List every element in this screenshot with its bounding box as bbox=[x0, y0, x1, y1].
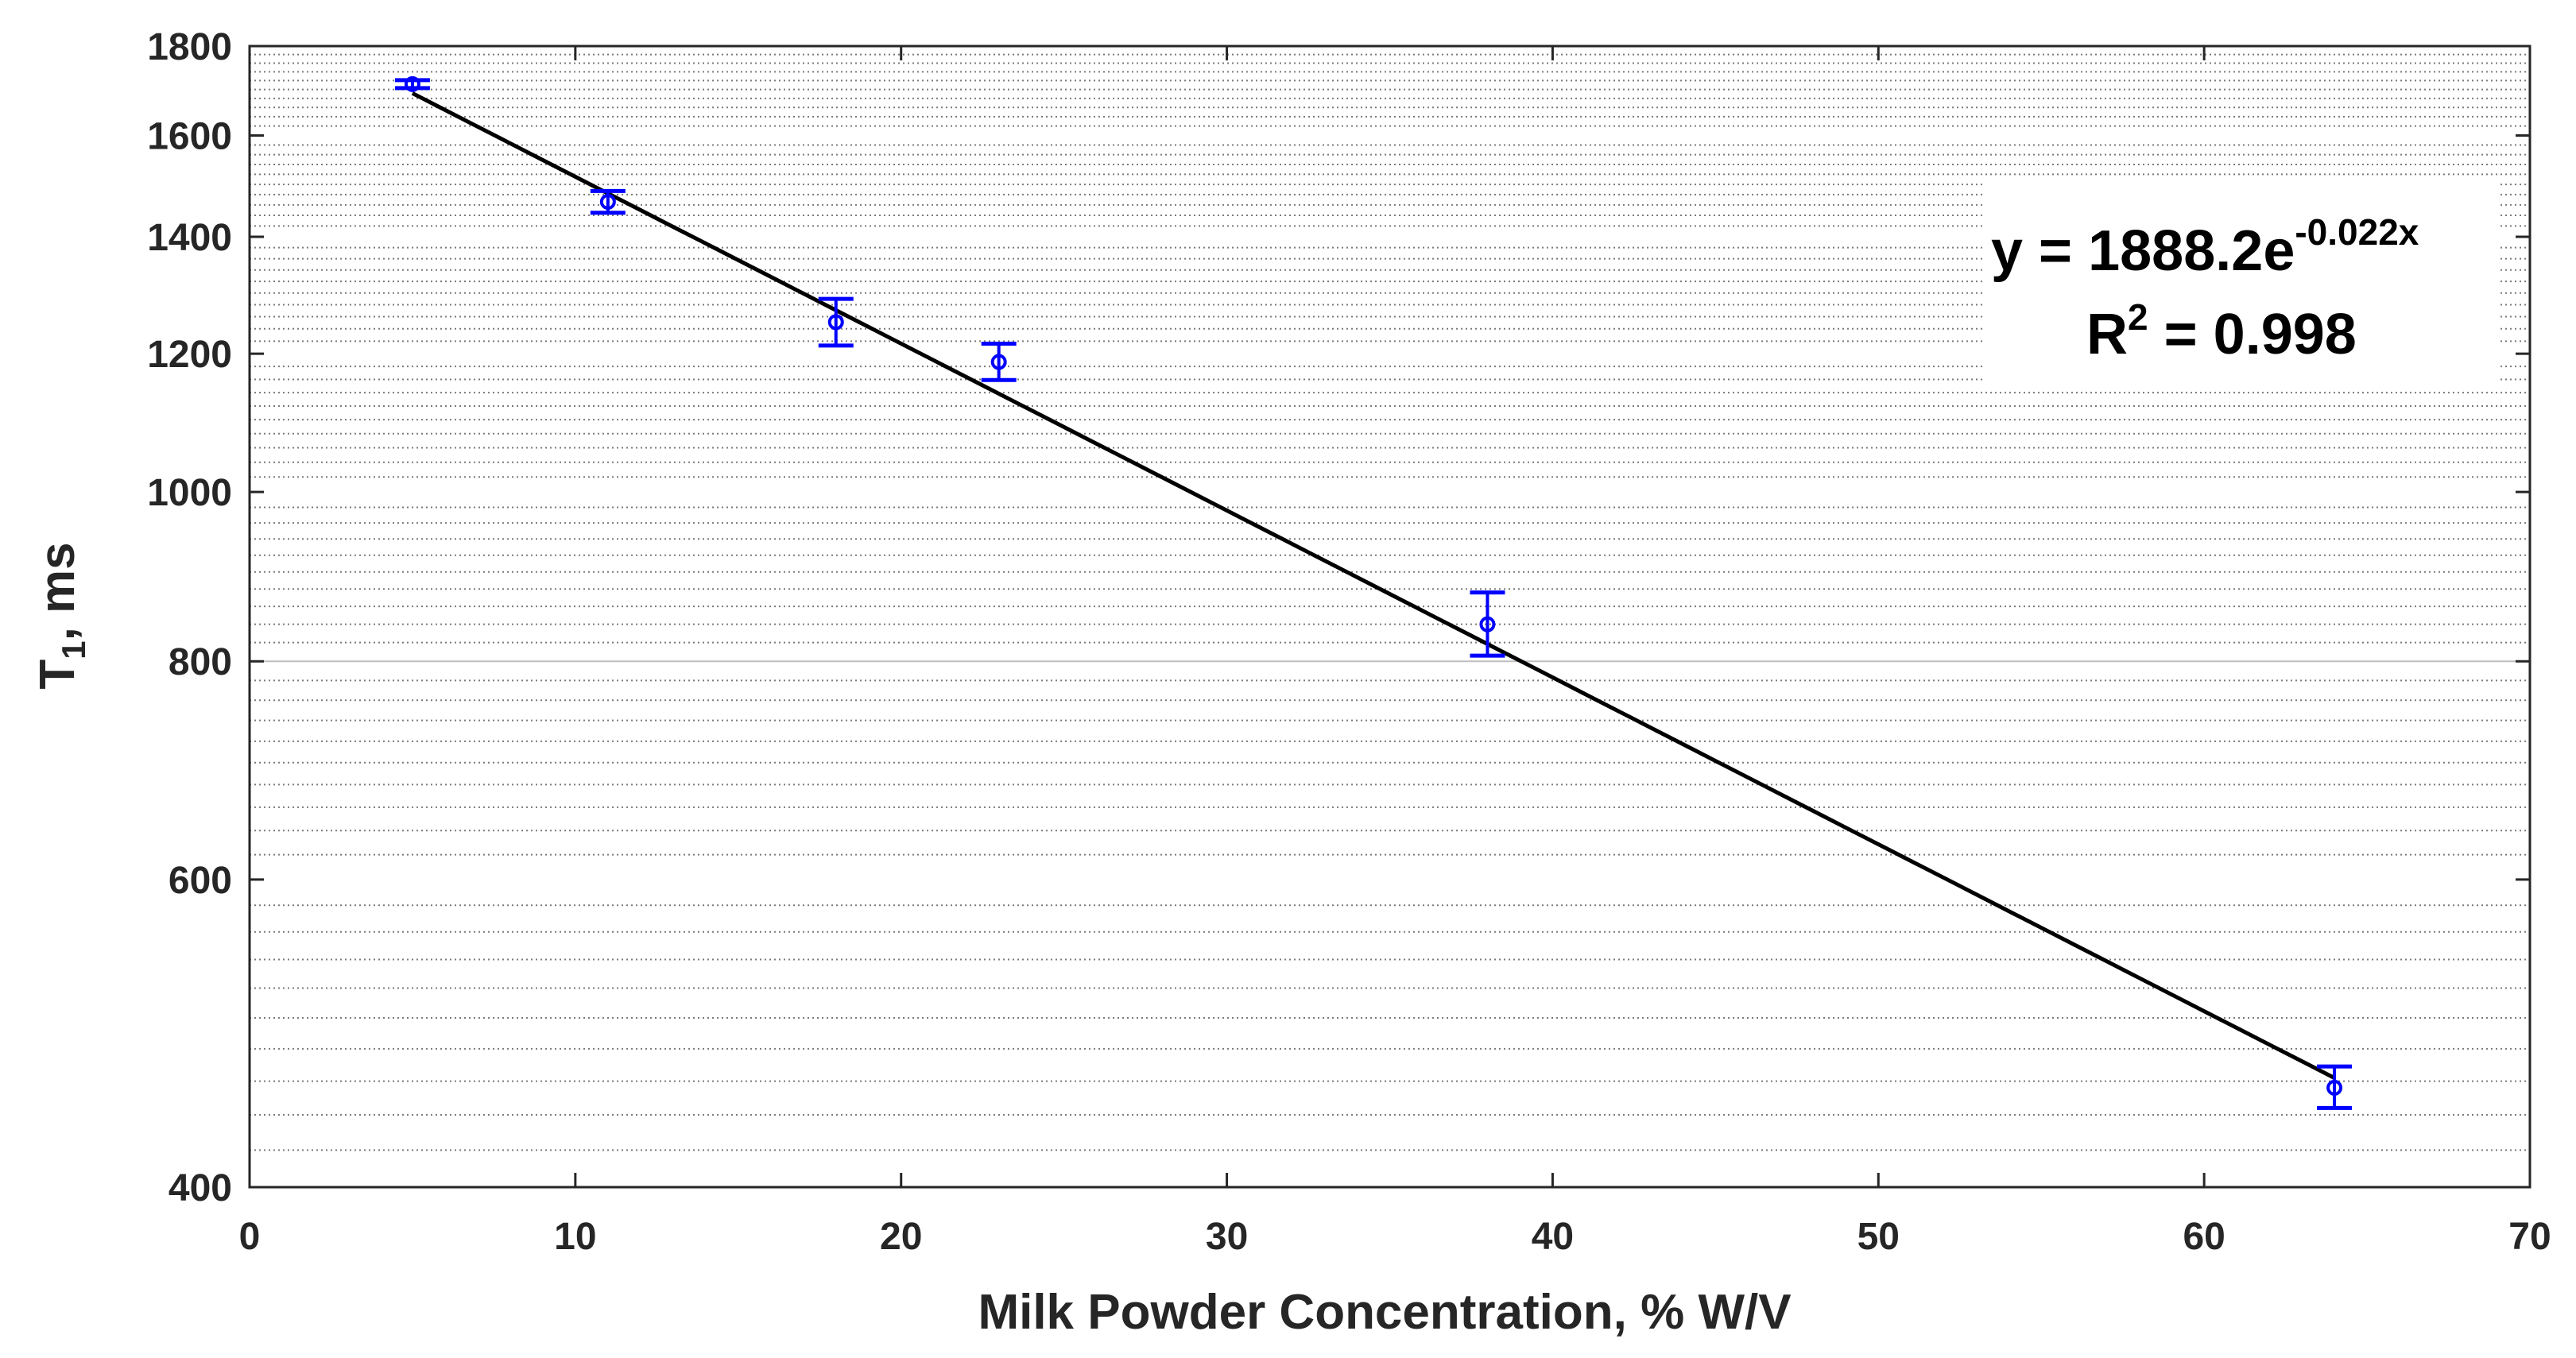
r-squared-value: = 0.998 bbox=[2148, 303, 2357, 366]
x-tick-label: 0 bbox=[239, 1216, 261, 1258]
x-axis-label: Milk Powder Concentration, % W/V bbox=[978, 1285, 1791, 1340]
y-axis-label-main: T bbox=[30, 660, 85, 690]
fit-line bbox=[411, 91, 2336, 1080]
x-tick-label: 30 bbox=[1206, 1216, 1248, 1258]
y-tick-label: 600 bbox=[169, 860, 232, 902]
x-tick-label: 50 bbox=[1857, 1216, 1900, 1258]
point-marker bbox=[599, 193, 616, 210]
x-tick-label: 10 bbox=[554, 1216, 596, 1258]
data-points bbox=[394, 75, 2353, 1110]
data-point bbox=[394, 75, 430, 92]
x-tick-label: 40 bbox=[1532, 1216, 1574, 1258]
data-point bbox=[818, 296, 854, 348]
data-point bbox=[590, 188, 626, 215]
point-marker bbox=[827, 314, 844, 331]
y-axis-label: T1, ms bbox=[30, 542, 92, 689]
plot-area-frame bbox=[248, 44, 2531, 1189]
equation-box bbox=[1983, 181, 2500, 392]
data-point bbox=[1470, 590, 1505, 658]
point-marker bbox=[2326, 1079, 2343, 1096]
fit-equation-base: y = 1888.2e bbox=[1991, 219, 2295, 283]
y-axis-ticks: 400 600 800 1000 1200 1400 1600 1800 bbox=[147, 26, 2530, 1209]
y-tick-label: 400 bbox=[169, 1167, 232, 1209]
point-marker bbox=[990, 354, 1007, 370]
fit-equation: y = 1888.2e-0.022x bbox=[1991, 211, 2419, 283]
x-axis-ticks: 0 10 20 30 40 50 60 70 bbox=[239, 46, 2551, 1258]
y-axis-label-subscript: 1 bbox=[55, 640, 92, 659]
point-marker bbox=[404, 75, 420, 92]
x-tick-label: 70 bbox=[2508, 1216, 2551, 1258]
y-tick-label: 1200 bbox=[147, 334, 232, 376]
r-squared-label: R bbox=[2086, 303, 2128, 366]
fit-line-group bbox=[411, 91, 2336, 1080]
point-marker bbox=[1479, 616, 1496, 633]
y-tick-label: 1600 bbox=[147, 115, 232, 157]
x-tick-label: 60 bbox=[2183, 1216, 2225, 1258]
data-point bbox=[2317, 1064, 2353, 1110]
y-tick-label: 1800 bbox=[147, 26, 232, 68]
r-squared: R2 = 0.998 bbox=[2086, 296, 2357, 366]
y-axis-label-rest: , ms bbox=[30, 542, 85, 640]
data-point bbox=[981, 341, 1017, 382]
y-tick-label: 1000 bbox=[147, 472, 232, 514]
y-tick-label: 800 bbox=[169, 641, 232, 683]
r-squared-superscript: 2 bbox=[2128, 296, 2148, 338]
y-tick-label: 1400 bbox=[147, 217, 232, 259]
fit-equation-exponent: -0.022x bbox=[2295, 211, 2419, 253]
grid-lines bbox=[250, 53, 2530, 1151]
x-tick-label: 20 bbox=[880, 1216, 922, 1258]
